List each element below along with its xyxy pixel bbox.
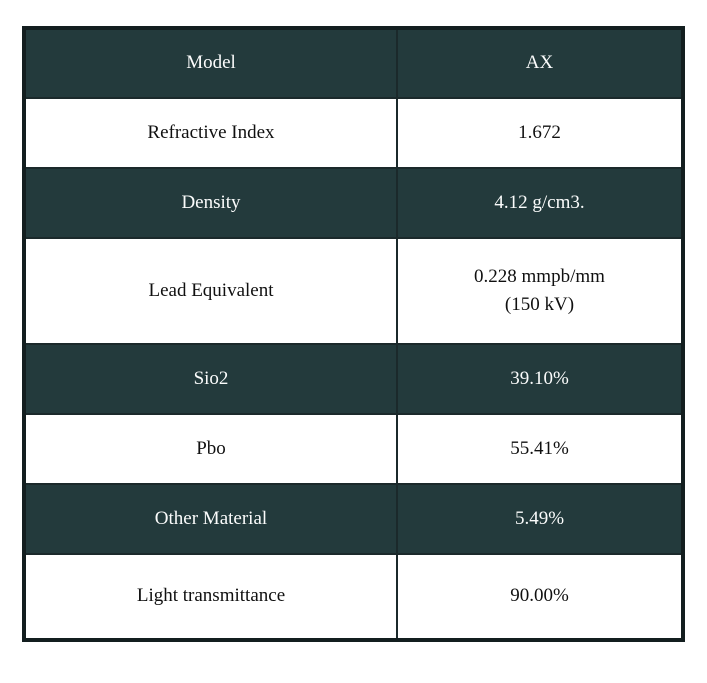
spec-table: Model AX Refractive Index 1.672 Density …: [22, 26, 685, 642]
row-value: 90.00%: [395, 553, 685, 641]
table-row-lead-equivalent: Lead Equivalent 0.228 mmpb/mm (150 kV): [23, 237, 685, 345]
row-label: Lead Equivalent: [23, 237, 398, 345]
row-value: 0.228 mmpb/mm (150 kV): [395, 237, 685, 345]
row-value: 39.10%: [395, 343, 685, 415]
table-row-refractive-index: Refractive Index 1.672: [23, 97, 685, 169]
table-row-density: Density 4.12 g/cm3.: [23, 167, 685, 239]
table-row-other-material: Other Material 5.49%: [23, 483, 685, 555]
row-value: 55.41%: [395, 413, 685, 485]
row-label: Model: [23, 27, 398, 99]
table-row-sio2: Sio2 39.10%: [23, 343, 685, 415]
row-value: 5.49%: [395, 483, 685, 555]
row-label: Sio2: [23, 343, 398, 415]
row-value: 1.672: [395, 97, 685, 169]
row-value: 4.12 g/cm3.: [395, 167, 685, 239]
row-label: Pbo: [23, 413, 398, 485]
row-label: Light transmittance: [23, 553, 398, 641]
table-row-light-transmittance: Light transmittance 90.00%: [23, 553, 685, 641]
row-label: Other Material: [23, 483, 398, 555]
row-label: Refractive Index: [23, 97, 398, 169]
table-row-model: Model AX: [23, 27, 685, 99]
table-row-pbo: Pbo 55.41%: [23, 413, 685, 485]
row-label: Density: [23, 167, 398, 239]
row-value: AX: [395, 27, 685, 99]
